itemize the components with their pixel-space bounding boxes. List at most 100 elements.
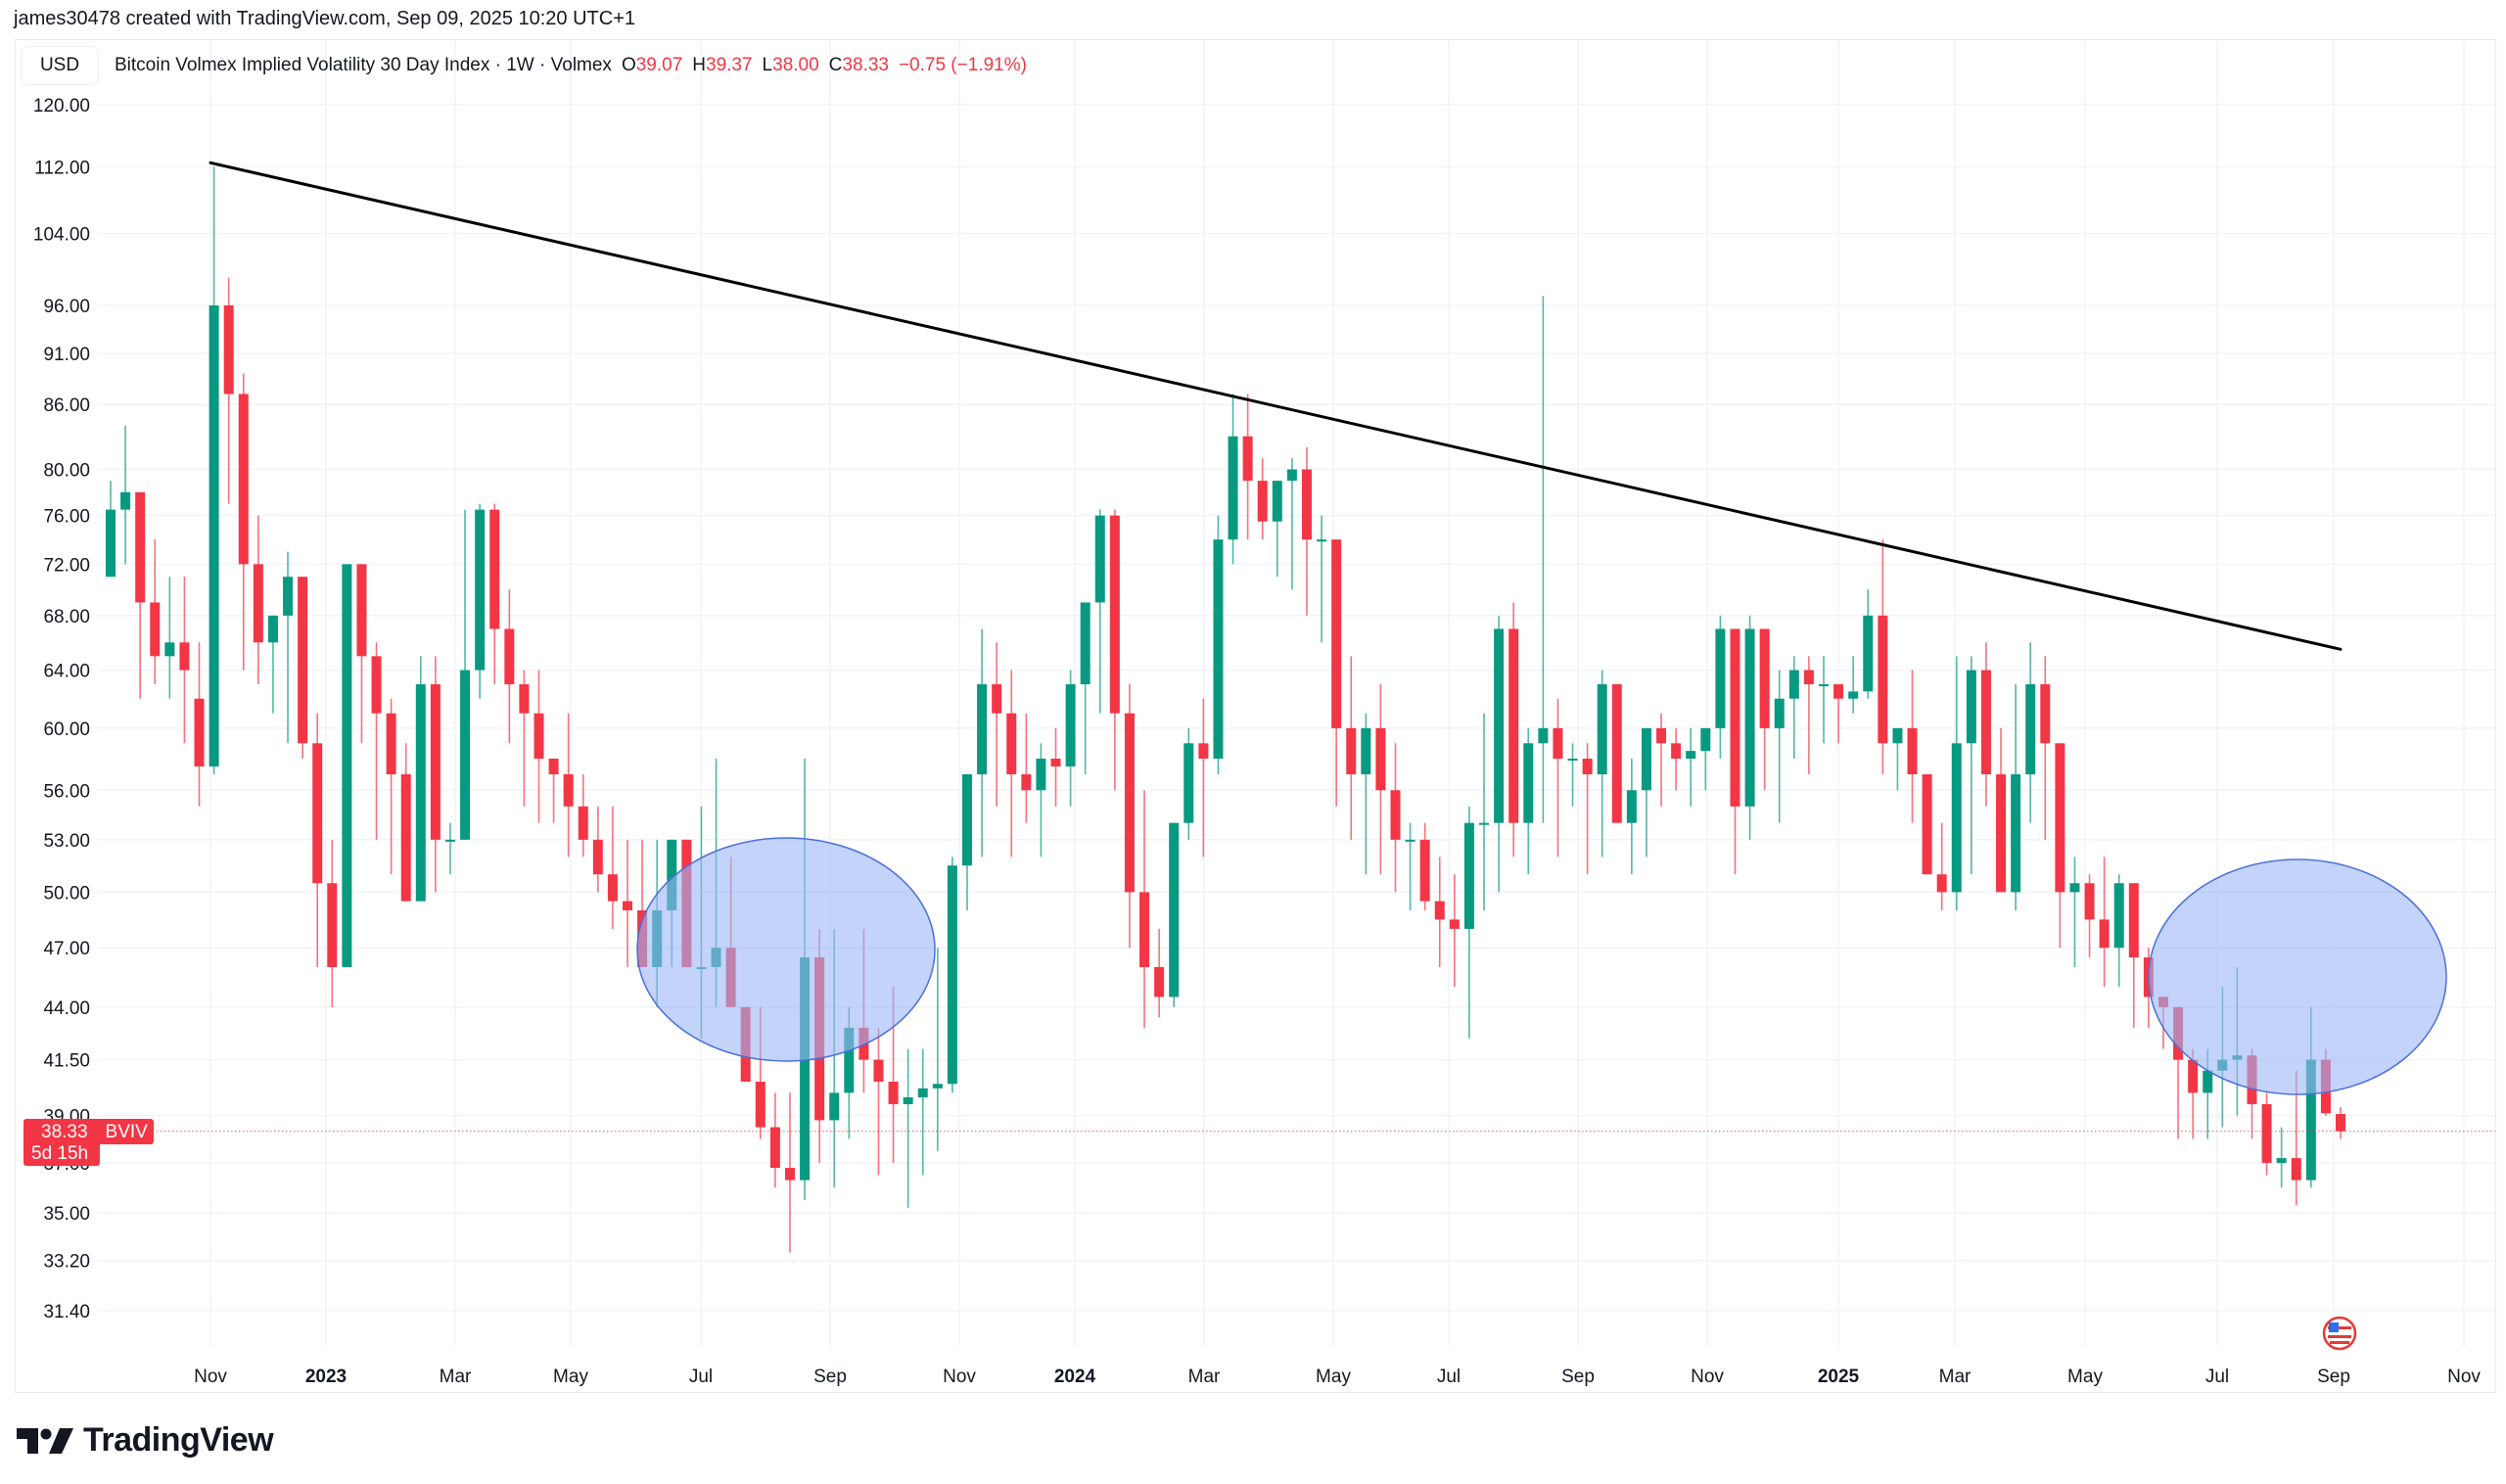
- y-axis-label: 112.00: [34, 158, 90, 178]
- x-axis-label: Nov: [943, 1367, 976, 1387]
- chart-credit: james30478 created with TradingView.com,…: [14, 8, 636, 29]
- candle-up: [1774, 698, 1785, 728]
- chart-frame: [15, 39, 2496, 1393]
- candle-down: [1553, 727, 1563, 760]
- y-axis-label: 104.00: [33, 224, 90, 245]
- candle-up: [1715, 628, 1726, 728]
- high-value: 39.37: [706, 55, 753, 75]
- candle-up: [1272, 481, 1282, 522]
- chart-legend: USD Bitcoin Volmex Implied Volatility 30…: [21, 46, 1027, 85]
- candle-down: [253, 564, 263, 643]
- x-axis-label: Mar: [1188, 1367, 1221, 1387]
- candle-up: [667, 839, 677, 910]
- candle-down: [769, 1127, 780, 1169]
- candle-down: [1021, 773, 1032, 791]
- candle-down: [1124, 713, 1135, 893]
- candle-up: [932, 1084, 943, 1089]
- x-axis-label: 2025: [1818, 1367, 1860, 1387]
- candle-down: [298, 577, 308, 744]
- candle-down: [873, 1059, 884, 1082]
- trendline[interactable]: [209, 161, 2343, 651]
- x-axis-label: May: [553, 1367, 588, 1387]
- x-axis-label: Mar: [1939, 1367, 1972, 1387]
- y-axis-label: 35.00: [43, 1204, 90, 1225]
- candle-up: [1567, 759, 1578, 762]
- candle-up: [977, 684, 988, 774]
- candle-up: [1036, 759, 1046, 791]
- y-axis-label: 56.00: [43, 781, 90, 802]
- candle-down: [312, 743, 323, 884]
- candle-up: [1094, 515, 1105, 603]
- candle-down: [1833, 684, 1844, 699]
- candle-up: [164, 642, 175, 657]
- last-price-tag: 38.33 BVIV: [23, 1119, 154, 1144]
- open-label: O: [621, 55, 636, 75]
- candle-down: [1656, 727, 1667, 744]
- candle-up: [1317, 539, 1327, 542]
- candle-up: [1686, 751, 1696, 760]
- candle-up: [444, 839, 455, 842]
- candle-up: [2113, 883, 2124, 949]
- y-axis-label: 31.40: [43, 1302, 90, 1322]
- candle-up: [1626, 790, 1637, 823]
- candle-down: [1759, 628, 1770, 728]
- y-axis-label: 47.00: [43, 939, 90, 959]
- symbol-title: Bitcoin Volmex Implied Volatility 30 Day…: [115, 55, 612, 75]
- candle-down: [371, 656, 382, 714]
- highlight-ellipse[interactable]: [2148, 858, 2447, 1095]
- candle-up: [829, 1092, 840, 1121]
- candle-up: [1080, 602, 1091, 685]
- candle-down: [2261, 1103, 2272, 1164]
- candle-up: [961, 773, 972, 866]
- candle-up: [209, 305, 219, 766]
- y-axis-label: 72.00: [43, 555, 90, 576]
- candle-down: [223, 305, 234, 394]
- x-axis-label: Jul: [1437, 1367, 1461, 1387]
- candle-down: [1301, 469, 1312, 540]
- x-axis-label: 2024: [1054, 1367, 1096, 1387]
- candle-up: [1479, 822, 1490, 825]
- y-axis-label: 60.00: [43, 719, 90, 740]
- candle-down: [2099, 919, 2110, 949]
- candle-up: [1597, 684, 1607, 774]
- candle-up: [1213, 539, 1224, 760]
- candle-up: [1183, 743, 1194, 823]
- candle-up: [283, 577, 294, 616]
- low-label: L: [762, 55, 773, 75]
- candle-up: [1863, 615, 1874, 692]
- candle-down: [1611, 684, 1622, 823]
- candle-up: [1700, 727, 1711, 752]
- us-flag-event-icon[interactable]: [2322, 1316, 2357, 1351]
- candle-up: [460, 670, 471, 840]
- highlight-ellipse[interactable]: [636, 837, 936, 1062]
- candle-up: [267, 615, 278, 643]
- candle-down: [1730, 628, 1740, 807]
- candle-down: [194, 698, 205, 766]
- candle-up: [1848, 691, 1859, 699]
- candle-down: [1154, 966, 1165, 997]
- x-axis-label: Nov: [1691, 1367, 1724, 1387]
- x-axis-label: Mar: [440, 1367, 472, 1387]
- candle-down: [1390, 790, 1401, 840]
- candle-down: [1375, 727, 1386, 791]
- y-axis-label: 76.00: [43, 507, 90, 528]
- tradingview-logo-icon: [17, 1427, 73, 1454]
- y-axis-label: 96.00: [43, 297, 90, 317]
- tradingview-logo[interactable]: TradingView: [17, 1421, 274, 1460]
- candle-up: [2069, 883, 2080, 893]
- x-axis-label: Sep: [2317, 1367, 2350, 1387]
- y-axis-label: 64.00: [43, 662, 90, 682]
- symbol-ticker: BVIV: [105, 1122, 148, 1142]
- candle-down: [1434, 901, 1445, 920]
- candle-down: [1907, 727, 1918, 774]
- candle-down: [2084, 883, 2095, 920]
- currency-button[interactable]: USD: [21, 46, 99, 85]
- candle-up: [2276, 1158, 2287, 1164]
- close-label: C: [828, 55, 843, 75]
- candle-up: [917, 1088, 928, 1098]
- candle-down: [386, 713, 396, 774]
- candle-up: [1538, 727, 1549, 744]
- y-axis-label: 53.00: [43, 831, 90, 852]
- candle-up: [1361, 727, 1371, 774]
